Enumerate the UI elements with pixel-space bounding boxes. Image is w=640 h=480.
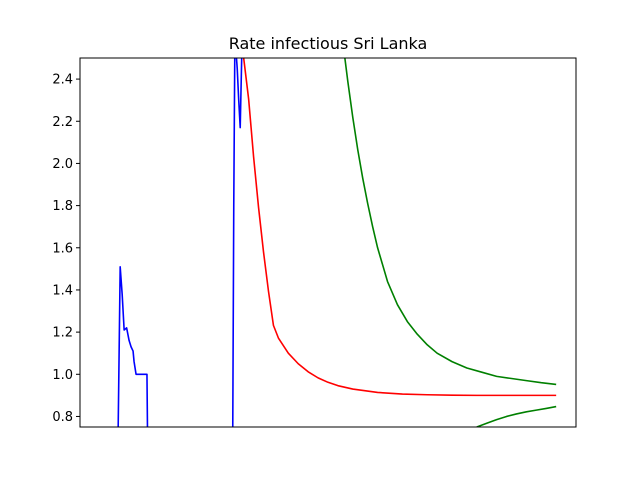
y-tick-label: 1.0 — [52, 368, 73, 383]
y-tick-label: 1.4 — [52, 283, 73, 298]
series-line-1 — [117, 265, 149, 427]
y-tick-label: 2.4 — [52, 73, 73, 88]
series-line-3 — [344, 58, 557, 386]
y-tick-label: 2.0 — [52, 157, 73, 172]
y-axis-ticks: 0.8 1.0 1.2 1.4 1.6 1.8 2.0 2.2 2.4 — [52, 73, 80, 425]
y-tick-label: 2.2 — [52, 115, 73, 130]
series-line-2 — [242, 58, 557, 397]
plot-lines — [117, 58, 557, 427]
series-line-3 — [476, 405, 557, 427]
y-tick-label: 1.2 — [52, 326, 73, 341]
y-tick-label: 1.6 — [52, 241, 73, 256]
plot-frame — [79, 57, 577, 428]
chart-title: Rate infectious Sri Lanka — [229, 34, 428, 53]
y-tick-label: 1.8 — [52, 199, 73, 214]
y-tick-label: 0.8 — [52, 410, 73, 425]
series-line-1 — [231, 58, 243, 427]
